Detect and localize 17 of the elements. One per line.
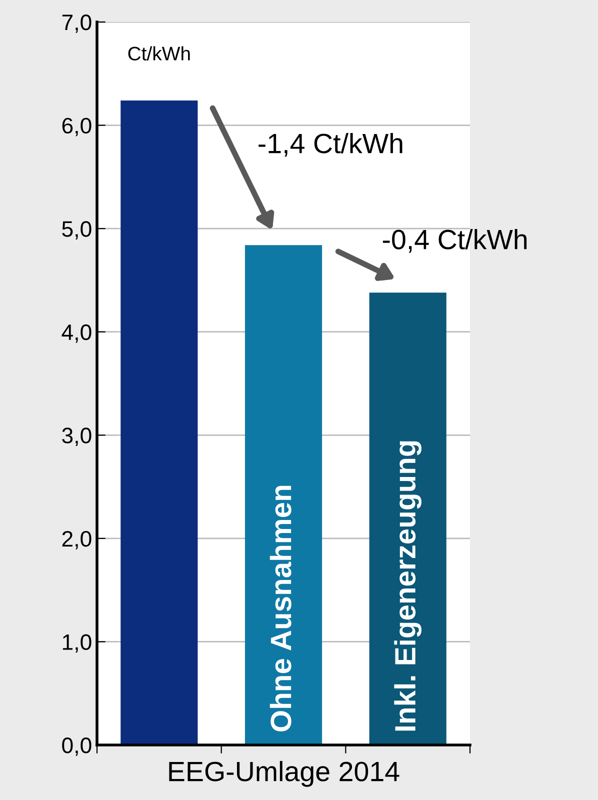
annotation: -0,4 Ct/kWh	[382, 229, 527, 253]
y-tick-label: 3,0	[62, 428, 92, 446]
x-axis-title: EEG-Umlage 2014	[169, 760, 400, 787]
y-tick-label: 6,0	[62, 118, 92, 136]
annotation: -1,4 Ct/kWh	[258, 132, 402, 157]
y-tick-label: 5,0	[62, 221, 92, 240]
y-tick-label: 1,0	[62, 634, 92, 653]
y-tick-label: 4,0	[62, 324, 92, 343]
y-tick-label: 2,0	[62, 530, 92, 550]
bar	[244, 245, 322, 745]
bar	[369, 292, 446, 745]
y-tick-label: 0,0	[62, 738, 92, 756]
y-tick-label: 7,0	[62, 14, 92, 33]
x-tick-label: Ohne Ausnahmen	[270, 486, 292, 732]
x-tick-label: Inkl. Eigenerzeugung	[394, 441, 422, 731]
bar	[120, 100, 198, 745]
annotation: Ct/kWh	[128, 46, 190, 61]
